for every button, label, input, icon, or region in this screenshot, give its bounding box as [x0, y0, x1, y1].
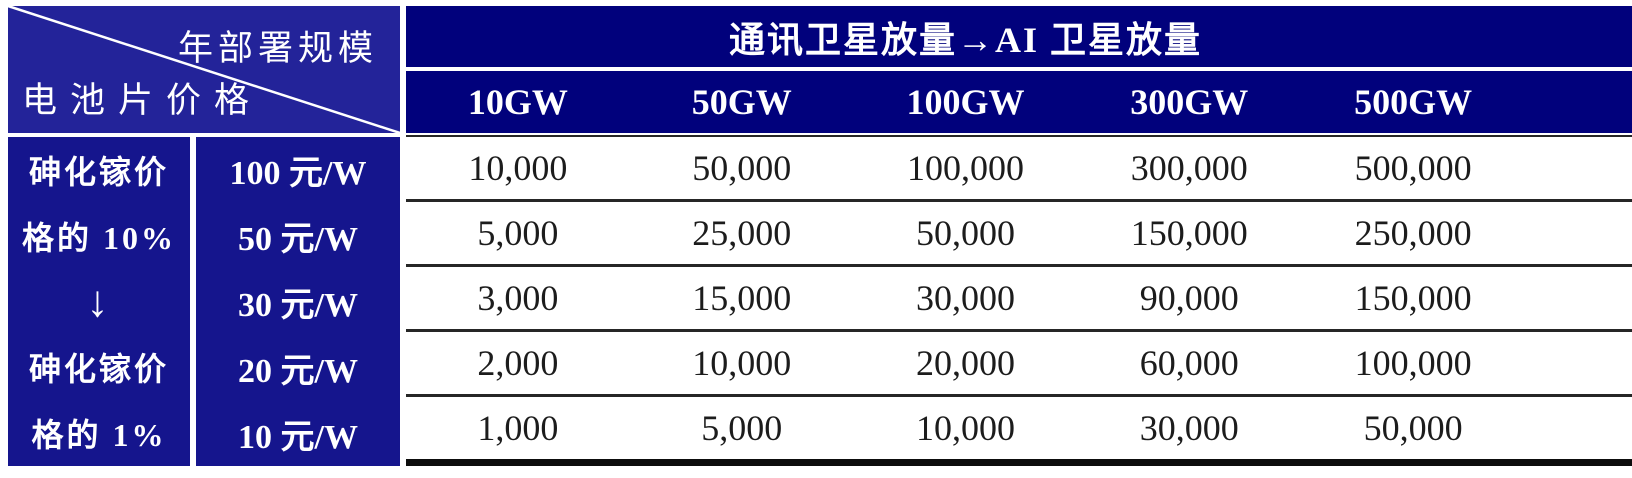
- price-label-column: 100 元/W 50 元/W 30 元/W 20 元/W 10 元/W: [196, 137, 400, 466]
- table-cell: 25,000: [692, 213, 792, 253]
- diagonal-divider-line: [8, 6, 400, 133]
- row-group-label-line: 格的 10%: [21, 219, 176, 256]
- table-row: 10,000 50,000 100,000 300,000 500,000: [406, 137, 1632, 202]
- price-label-100: 100 元/W: [229, 155, 367, 193]
- price-label-20: 20 元/W: [238, 352, 358, 390]
- column-header-10gw: 10GW: [467, 82, 568, 122]
- row-group-label-column: 砷化镓价 格的 10% ↓ 砷化镓价 格的 1%: [8, 137, 190, 466]
- span-header-title: 通讯卫星放量→AI 卫星放量: [406, 6, 1632, 67]
- deployment-scale-axis-label: 年部署规模: [177, 29, 378, 68]
- table-cell: 50,000: [692, 148, 792, 188]
- column-header-100gw: 100GW: [906, 82, 1025, 122]
- table-cell: 150,000: [1354, 278, 1472, 318]
- table-cell: 10,000: [915, 408, 1015, 448]
- price-label-10: 10 元/W: [238, 418, 358, 456]
- column-header-row: 10GW 50GW 100GW 300GW 500GW: [406, 71, 1632, 133]
- table-cell: 30,000: [915, 278, 1015, 318]
- column-header-500gw: 500GW: [1354, 82, 1473, 122]
- table-cell: 50,000: [915, 213, 1015, 253]
- table-cell: 150,000: [1130, 213, 1248, 253]
- corner-header-cell: 年部署规模 电池片价格: [8, 6, 400, 133]
- table-cell: 10,000: [692, 343, 792, 383]
- row-group-label-line: 砷化镓价: [28, 351, 169, 388]
- table-cell: 10,000: [468, 148, 568, 188]
- table-cell: 2,000: [477, 343, 559, 383]
- table-cell: 20,000: [915, 343, 1015, 383]
- row-group-label-line: 砷化镓价: [28, 153, 169, 190]
- table-cell: 30,000: [1139, 408, 1239, 448]
- column-header-300gw: 300GW: [1130, 82, 1249, 122]
- table-cell: 1,000: [477, 408, 559, 448]
- table-row: 1,000 5,000 10,000 30,000 50,000: [406, 397, 1632, 466]
- down-arrow-icon: ↓: [86, 276, 112, 326]
- table-cell: 300,000: [1130, 148, 1248, 188]
- table-cell: 250,000: [1354, 213, 1472, 253]
- table-row: 2,000 10,000 20,000 60,000 100,000: [406, 332, 1632, 397]
- data-grid: 10,000 50,000 100,000 300,000 500,000 5,…: [406, 135, 1632, 466]
- table-row: 5,000 25,000 50,000 150,000 250,000: [406, 202, 1632, 267]
- row-group-label-line: 格的 1%: [31, 417, 167, 454]
- table-cell: 50,000: [1363, 408, 1463, 448]
- table-cell: 100,000: [1354, 343, 1472, 383]
- table-cell: 90,000: [1139, 278, 1239, 318]
- table-cell: 5,000: [477, 213, 559, 253]
- table-cell: 15,000: [692, 278, 792, 318]
- column-header-50gw: 50GW: [691, 82, 792, 122]
- table-cell: 5,000: [701, 408, 783, 448]
- table-cell: 60,000: [1139, 343, 1239, 383]
- price-label-30: 30 元/W: [238, 286, 358, 324]
- table-cell: 500,000: [1354, 148, 1472, 188]
- table-cell: 100,000: [906, 148, 1024, 188]
- table-cell: 3,000: [477, 278, 559, 318]
- cell-price-axis-label: 电池片价格: [22, 81, 263, 120]
- price-label-50: 50 元/W: [238, 221, 358, 259]
- table-row: 3,000 15,000 30,000 90,000 150,000: [406, 267, 1632, 332]
